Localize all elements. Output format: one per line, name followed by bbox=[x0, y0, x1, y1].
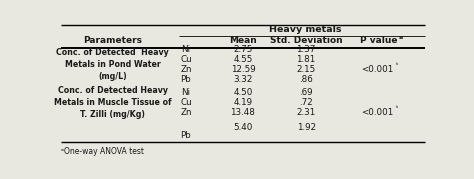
Text: <0.001: <0.001 bbox=[361, 65, 393, 74]
Text: ᵇ: ᵇ bbox=[396, 63, 399, 68]
Text: .72: .72 bbox=[299, 98, 313, 107]
Text: ᵇ: ᵇ bbox=[396, 107, 399, 111]
Text: Conc. of Detected  Heavy
Metals in Pond Water
(mg/L): Conc. of Detected Heavy Metals in Pond W… bbox=[56, 48, 169, 81]
Text: Zn: Zn bbox=[180, 65, 192, 74]
Text: Heavy metals: Heavy metals bbox=[269, 25, 342, 34]
Text: 2.75: 2.75 bbox=[233, 45, 253, 54]
Text: 4.50: 4.50 bbox=[233, 88, 253, 97]
Text: 3.32: 3.32 bbox=[233, 75, 253, 84]
Text: ᵃOne-way ANOVA test: ᵃOne-way ANOVA test bbox=[61, 147, 144, 156]
Text: Zn: Zn bbox=[180, 108, 192, 117]
Text: 1.92: 1.92 bbox=[297, 123, 316, 132]
Text: P value: P value bbox=[360, 36, 398, 45]
Text: Pb: Pb bbox=[181, 75, 191, 84]
Text: 4.55: 4.55 bbox=[233, 55, 253, 64]
Text: Ni: Ni bbox=[182, 88, 191, 97]
Text: Parameters: Parameters bbox=[83, 36, 142, 45]
Text: Cu: Cu bbox=[180, 55, 192, 64]
Text: Cu: Cu bbox=[180, 98, 192, 107]
Text: 4.19: 4.19 bbox=[233, 98, 253, 107]
Text: a: a bbox=[398, 35, 402, 40]
Text: 1.37: 1.37 bbox=[296, 45, 316, 54]
Text: .69: .69 bbox=[299, 88, 313, 97]
Text: 2.31: 2.31 bbox=[296, 108, 316, 117]
Text: 2.15: 2.15 bbox=[296, 65, 316, 74]
Text: Pb: Pb bbox=[181, 131, 191, 140]
Text: 13.48: 13.48 bbox=[230, 108, 255, 117]
Text: Std. Deviation: Std. Deviation bbox=[270, 36, 342, 45]
Text: Ni: Ni bbox=[182, 45, 191, 54]
Text: .86: .86 bbox=[299, 75, 313, 84]
Text: 12.59: 12.59 bbox=[230, 65, 255, 74]
Text: <0.001: <0.001 bbox=[361, 108, 393, 117]
Text: Conc. of Detected Heavy
Metals in Muscle Tissue of
T. Zilli (mg/Kg): Conc. of Detected Heavy Metals in Muscle… bbox=[54, 86, 171, 119]
Text: 5.40: 5.40 bbox=[233, 123, 253, 132]
Text: Mean: Mean bbox=[229, 36, 257, 45]
Text: 1.81: 1.81 bbox=[296, 55, 316, 64]
